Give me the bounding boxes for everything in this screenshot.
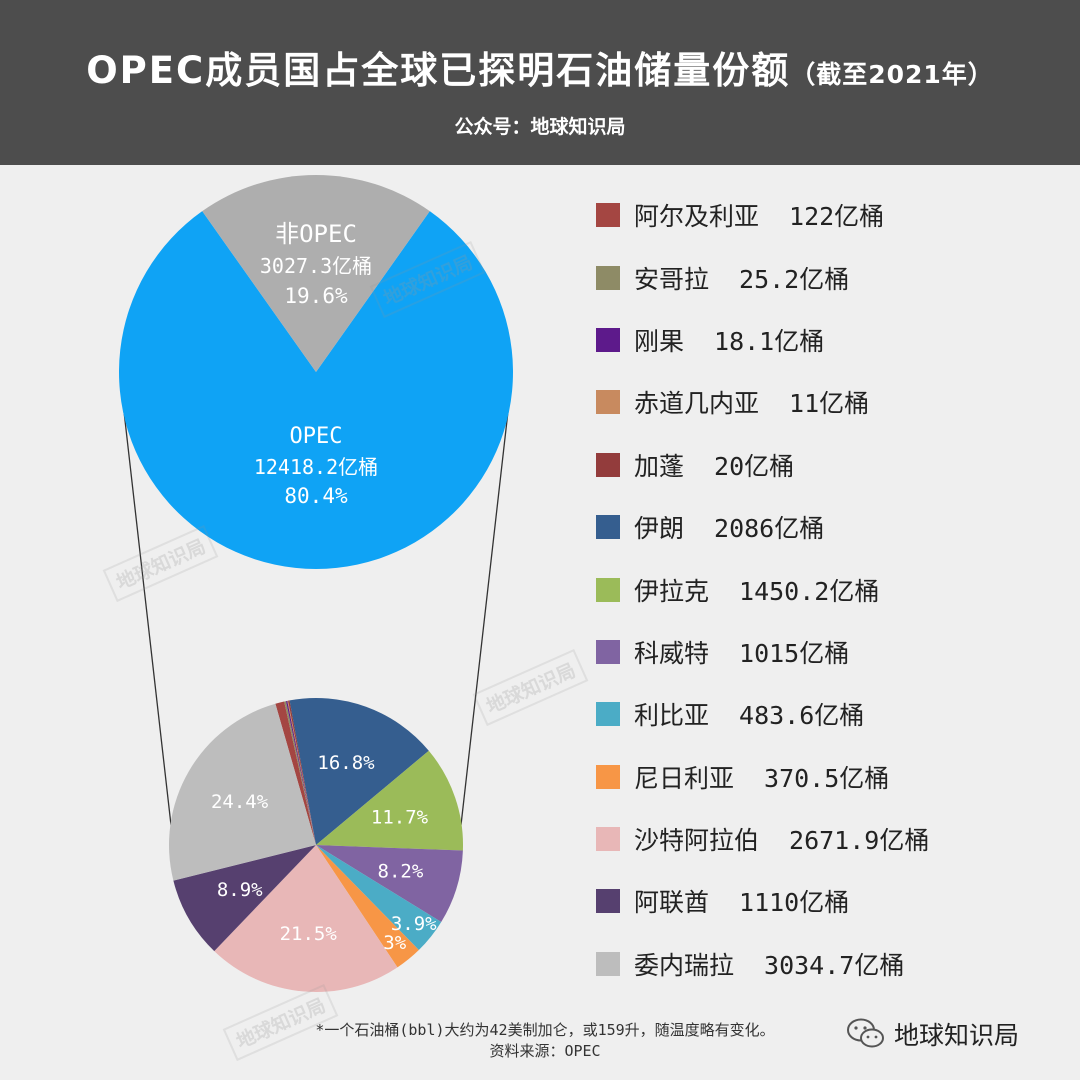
percent-label-尼日利亚: 3% [383,932,406,954]
legend-item-委内瑞拉: 委内瑞拉 3034.7亿桶 [596,933,1076,995]
legend-swatch [596,639,620,664]
connector-line-left [121,393,172,826]
legend-name: 尼日利亚 [634,763,735,793]
slice-委内瑞拉 [169,703,316,881]
legend-value: 483.6亿桶 [739,701,865,731]
legend-swatch [596,827,620,852]
percent-label-阿联酋: 8.9% [217,879,263,901]
header-bar: OPEC成员国占全球已探明石油储量份额（截至2021年） 公众号：地球知识局 [0,0,1080,165]
title-main: OPEC成员国占全球已探明石油储量份额 [86,49,791,92]
legend-value: 122亿桶 [789,202,885,232]
legend-item-安哥拉: 安哥拉 25.2亿桶 [596,246,1076,308]
legend-value: 18.1亿桶 [714,326,825,356]
legend-swatch [596,390,620,415]
legend-item-阿联酋: 阿联酋 1110亿桶 [596,870,1076,932]
slice-安哥拉 [284,701,316,845]
legend-item-赤道几内亚: 赤道几内亚 11亿桶 [596,371,1076,433]
footnote-source: 资料来源：OPEC [489,1042,601,1060]
legend-swatch [596,327,620,352]
legend-swatch [596,577,620,602]
slice-加蓬 [288,700,316,845]
title-note: （截至2021年） [790,60,994,89]
opec-members-pie: 16.8% 11.7% 8.2% 3.9%3% 21.5% 8.9% 24.4% [169,697,464,992]
legend-swatch [596,203,620,228]
slice-伊朗 [289,697,429,845]
legend-name: 利比亚 [634,701,710,731]
legend-name: 安哥拉 [634,264,710,294]
legend-value: 20亿桶 [714,451,795,481]
slice-尼日利亚 [316,845,419,968]
percent-label-沙特阿拉伯: 21.5% [280,923,338,945]
legend-value: 1450.2亿桶 [739,576,880,606]
slice-阿尔及利亚 [275,701,316,845]
legend-item-伊朗: 伊朗 2086亿桶 [596,496,1076,558]
legend-name: 加蓬 [634,451,685,481]
legend-value: 2671.9亿桶 [789,826,930,856]
non-opec-name-label: 非OPEC [275,220,357,248]
legend-name: 委内瑞拉 [634,950,735,980]
brand-label: 地球知识局 [894,1021,1020,1050]
wechat-icon [847,1018,884,1048]
legend-swatch [596,764,620,789]
percent-label-科威特: 8.2% [378,861,424,883]
footnote-note: *一个石油桶(bbl)大约为42美制加仑，或159升，随温度略有变化。 [315,1021,775,1039]
legend-item-伊拉克: 伊拉克 1450.2亿桶 [596,558,1076,620]
slice-沙特阿拉伯 [214,845,398,992]
legend-name: 科威特 [634,638,710,668]
legend-swatch [596,889,620,914]
legend-swatch [596,515,620,540]
legend-value: 1110亿桶 [739,888,850,918]
legend-swatch [596,265,620,290]
opec-share-pie: 非OPEC 3027.3亿桶 19.6% OPEC 12418.2亿桶 80.4% [118,175,513,570]
connector-line-right [460,393,511,826]
legend-item-尼日利亚: 尼日利亚 370.5亿桶 [596,746,1076,808]
percent-label-委内瑞拉: 24.4% [211,791,269,813]
legend-name: 沙特阿拉伯 [634,826,760,856]
pie-charts: 非OPEC 3027.3亿桶 19.6% OPEC 12418.2亿桶 80.4% 16.… [118,175,513,992]
slice-伊拉克 [316,750,464,851]
footnote: *一个石油桶(bbl)大约为42美制加仑，或159升，随温度略有变化。 资料来源… [0,1020,1080,1062]
brand-mark: 地球知识局 [846,1014,1019,1054]
page-title: OPEC成员国占全球已探明石油储量份额（截至2021年） [0,40,1080,94]
legend-swatch [596,951,620,976]
percent-label-伊拉克: 11.7% [371,807,429,829]
legend-value: 3034.7亿桶 [764,950,905,980]
percent-label-利比亚: 3.9% [391,913,437,935]
legend-item-加蓬: 加蓬 20亿桶 [596,434,1076,496]
legend-value: 11亿桶 [789,389,870,419]
slice-阿联酋 [173,845,316,952]
opec-value-label: 12418.2亿桶 [254,455,378,479]
slice-科威特 [316,845,463,922]
legend-value: 370.5亿桶 [764,763,890,793]
legend-name: 阿联酋 [634,888,710,918]
legend-item-科威特: 科威特 1015亿桶 [596,621,1076,683]
percent-label-伊朗: 16.8% [317,752,375,774]
legend-swatch [596,702,620,727]
non-opec-value-label: 3027.3亿桶 [260,254,372,278]
legend-item-刚果: 刚果 18.1亿桶 [596,309,1076,371]
legend-value: 25.2亿桶 [739,264,850,294]
legend-item-利比亚: 利比亚 483.6亿桶 [596,683,1076,745]
slice-刚果 [286,700,316,845]
legend-name: 阿尔及利亚 [634,202,760,232]
legend-item-阿尔及利亚: 阿尔及利亚 122亿桶 [596,184,1076,246]
slice-non-opec [202,175,430,372]
slice-opec [118,211,513,570]
legend-value: 2086亿桶 [714,514,825,544]
legend: 阿尔及利亚 122亿桶安哥拉 25.2亿桶刚果 18.1亿桶赤道几内亚 11亿桶加蓬 20… [596,184,1076,995]
legend-name: 赤道几内亚 [634,389,760,419]
connector-lines [121,393,511,826]
legend-value: 1015亿桶 [739,638,850,668]
slice-赤道几内亚 [287,700,316,845]
opec-name-label: OPEC [290,424,343,449]
legend-item-沙特阿拉伯: 沙特阿拉伯 2671.9亿桶 [596,808,1076,870]
legend-name: 伊朗 [634,514,685,544]
legend-name: 刚果 [634,326,685,356]
non-opec-percent-label: 19.6% [284,284,348,308]
legend-swatch [596,452,620,477]
credit-line: 公众号：地球知识局 [454,116,626,138]
opec-percent-label: 80.4% [284,484,348,508]
slice-利比亚 [316,845,442,951]
legend-name: 伊拉克 [634,576,710,606]
